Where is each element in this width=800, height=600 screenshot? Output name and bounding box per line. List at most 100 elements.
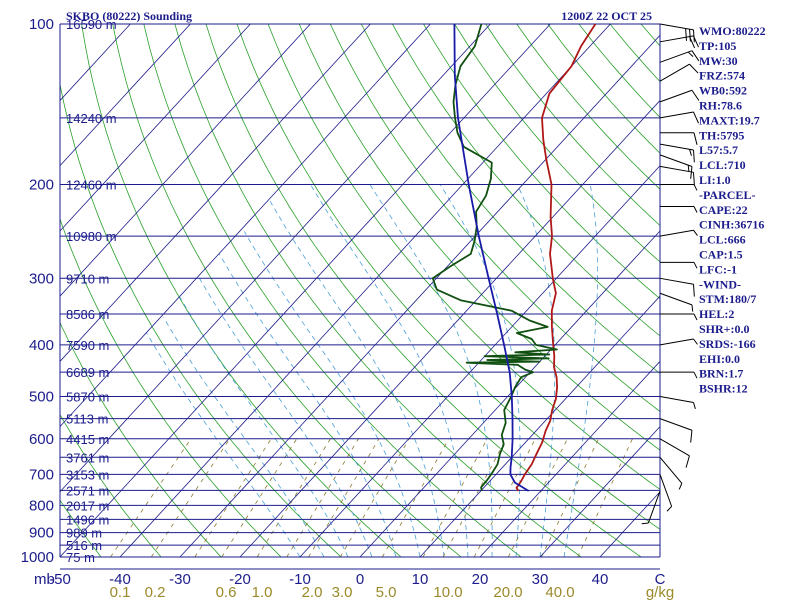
- isotherm: [60, 24, 431, 428]
- barb-feather: [691, 304, 694, 312]
- temperature-tick-label: -40: [109, 571, 131, 588]
- height-label: 9710 m: [66, 271, 109, 286]
- index-entry: -WIND-: [699, 277, 741, 291]
- moist-adiabat: [146, 332, 301, 558]
- wind-barb: [659, 63, 699, 82]
- barb-staff: [659, 143, 694, 151]
- mixing-ratio-tick-label: 20.0: [493, 584, 522, 600]
- barb-staff: [659, 229, 694, 237]
- wind-barb: [660, 371, 698, 379]
- barb-staff: [659, 292, 693, 306]
- wind-barb: [659, 418, 693, 443]
- barb-staff: [659, 111, 694, 119]
- wind-barb: [659, 165, 695, 185]
- barb-feather: [641, 522, 649, 525]
- wind-barb: [659, 229, 698, 237]
- parcel-profile: [453, 24, 530, 492]
- index-entry: TP:105: [699, 39, 736, 53]
- wind-barb: [660, 132, 698, 145]
- index-entry: LCL:666: [699, 233, 746, 247]
- index-entry: MAXT:19.7: [699, 113, 760, 127]
- barb-feather: [689, 29, 691, 42]
- isotherm: [179, 34, 660, 558]
- mixing-ratio-line: [541, 438, 599, 558]
- barb-feather: [693, 262, 698, 269]
- index-entry: MW:30: [699, 54, 738, 68]
- wind-barb: [660, 206, 698, 213]
- pressure-label: 500: [29, 389, 54, 406]
- height-label: 4415 m: [66, 432, 109, 447]
- pressure-label: 700: [29, 466, 54, 483]
- isotherm: [299, 165, 660, 558]
- barb-staff: [659, 35, 694, 43]
- height-label: 5113 m: [66, 412, 108, 427]
- height-label: 12460 m: [66, 177, 117, 192]
- index-entry: HEL:2: [699, 307, 734, 321]
- barb-feather: [693, 371, 698, 379]
- barb-staff: [659, 474, 673, 507]
- mixing-ratio-tick-label: 10.0: [433, 584, 462, 600]
- height-label: 2571 m: [66, 483, 109, 498]
- mixing-ratio-tick-label: 2.0: [302, 584, 323, 600]
- pressure-label: 800: [29, 497, 54, 514]
- barb-staff: [659, 50, 693, 63]
- sounding-time: 1200Z 22 OCT 25: [561, 9, 652, 23]
- height-label: 14240 m: [66, 111, 117, 126]
- height-label: 75 m: [66, 550, 95, 565]
- temperature-tick-label: 30: [532, 571, 549, 588]
- isotherm: [60, 24, 371, 362]
- height-label: 989 m: [66, 526, 102, 541]
- isobars: [59, 23, 661, 570]
- temperature-tick-label: -10: [289, 571, 311, 588]
- dewpoint-profile: [431, 24, 558, 492]
- sounding-profiles: [431, 24, 597, 492]
- barb-staff: [659, 277, 694, 285]
- barb-feather: [693, 338, 698, 345]
- barb-staff: [659, 154, 693, 167]
- height-label: 2017 m: [66, 498, 109, 513]
- barb-feather: [689, 63, 699, 74]
- barb-feather: [693, 313, 698, 321]
- height-label: 1496 m: [66, 512, 109, 527]
- wind-barb: [659, 154, 693, 179]
- stability-indices-panel: WMO:80222TP:105MW:30FRZ:574WB0:592RH:78.…: [699, 24, 766, 396]
- wind-barb: [659, 396, 696, 410]
- wind-barb: [659, 277, 695, 297]
- index-entry: LI:1.0: [699, 173, 731, 187]
- mixing-ratio-line: [150, 438, 231, 558]
- isotherm: [239, 99, 660, 558]
- isotherm: [60, 24, 491, 493]
- barb-staff: [647, 490, 661, 524]
- wind-barb: [660, 261, 698, 269]
- wind-barb: [659, 89, 700, 103]
- mixing-ratio-line: [577, 438, 633, 558]
- barb-feather: [693, 35, 699, 48]
- temperature-tick-label: C: [655, 571, 666, 588]
- barb-feather: [693, 184, 698, 191]
- isotherm: [60, 24, 551, 558]
- height-label: 10980 m: [66, 229, 117, 244]
- wind-barb: [659, 111, 699, 124]
- height-label: 8586 m: [66, 307, 109, 322]
- isotherm: [60, 24, 311, 297]
- barb-staff: [659, 165, 694, 173]
- barb-feather: [692, 149, 695, 163]
- barb-feather: [685, 28, 687, 41]
- isotherms: [60, 24, 660, 558]
- mixing-ratio-line: [507, 438, 568, 558]
- mixing-ratio-tick-label: g/kg: [646, 584, 674, 600]
- wind-barb: [660, 313, 698, 321]
- index-entry: FRZ:574: [699, 69, 745, 83]
- wind-barb: [660, 183, 698, 191]
- isotherm: [359, 230, 660, 558]
- pressure-label: 200: [29, 176, 54, 193]
- index-entry: SHR+:0.0: [699, 322, 750, 336]
- pressure-label: 600: [29, 431, 54, 448]
- height-label: 516 m: [66, 538, 102, 553]
- wind-barb: [659, 143, 695, 163]
- mixing-ratio-tick-label: 40.0: [545, 584, 574, 600]
- index-entry: EHI:0.0: [699, 352, 740, 366]
- temperature-tick-label: -20: [229, 571, 251, 588]
